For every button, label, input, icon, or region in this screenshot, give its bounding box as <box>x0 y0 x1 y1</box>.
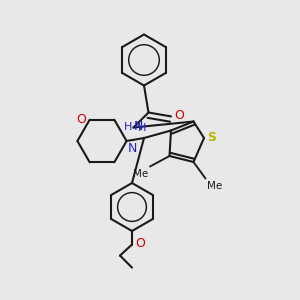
Text: H: H <box>124 122 132 132</box>
Text: O: O <box>135 237 145 250</box>
Text: O: O <box>175 109 184 122</box>
Text: Me: Me <box>133 169 148 179</box>
Text: N: N <box>128 142 137 155</box>
Text: Me: Me <box>207 181 222 191</box>
Text: H: H <box>137 124 146 134</box>
Text: O: O <box>76 112 86 126</box>
Text: S: S <box>207 131 216 144</box>
Text: N: N <box>134 120 143 133</box>
